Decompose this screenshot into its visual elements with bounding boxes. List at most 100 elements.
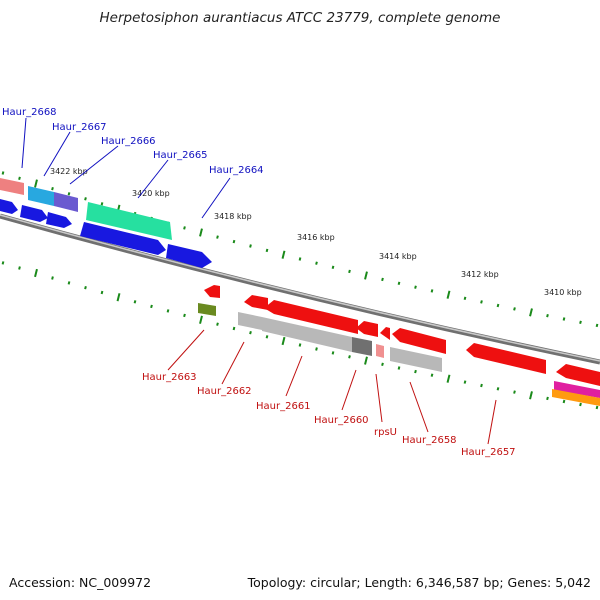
scale-tick-minor: [562, 317, 566, 321]
scale-label: 3418 kbp: [214, 212, 252, 221]
accession-text: Accession: NC_009972: [9, 575, 152, 590]
scale-tick-minor: [166, 309, 170, 313]
scale-tick-minor: [397, 366, 401, 370]
gene-arrow[interactable]: [0, 199, 18, 214]
gene-arrow[interactable]: [54, 192, 78, 212]
scale-tick-minor: [298, 257, 302, 261]
bottom-gene-labels: Haur_2663 Haur_2662 Haur_2661 Haur_2660 …: [142, 372, 516, 458]
gene-label-reverse[interactable]: Haur_2661: [256, 401, 311, 412]
scale-tick-major: [116, 293, 121, 302]
scale-tick-minor: [249, 331, 252, 335]
gene-arrow[interactable]: [28, 186, 54, 206]
scale-tick-minor: [331, 351, 335, 355]
scale-tick-minor: [67, 192, 71, 196]
scale-tick-minor: [183, 313, 186, 318]
scale-tick-minor: [298, 343, 302, 347]
scale-tick-major: [364, 271, 368, 280]
scale-tick-minor: [496, 387, 500, 391]
scale-tick-minor: [463, 380, 467, 384]
gene-arrow[interactable]: [0, 178, 24, 195]
scale-tick-minor: [381, 277, 384, 282]
scale-tick-minor: [51, 187, 54, 191]
scale-tick-minor: [595, 323, 599, 328]
gene-arrow[interactable]: [466, 343, 546, 374]
gene-arrow[interactable]: [244, 295, 268, 310]
gene-label-reverse[interactable]: rpsU: [374, 427, 397, 438]
scale-tick-minor: [579, 320, 582, 324]
scale-label: 3416 kbp: [297, 233, 335, 242]
scale-tick-minor: [18, 266, 21, 270]
scale-tick-minor: [133, 300, 137, 304]
scale-tick-major: [199, 228, 203, 237]
scale-label: 3414 kbp: [379, 252, 417, 261]
gene-arrow[interactable]: [264, 300, 358, 334]
scale-tick-minor: [579, 402, 582, 407]
gene-arrow[interactable]: [552, 389, 600, 406]
scale-tick-major: [34, 268, 38, 278]
scale-tick-minor: [430, 289, 434, 293]
gene-arrow[interactable]: [238, 312, 262, 330]
scale-tick-minor: [183, 226, 186, 230]
scale-tick-minor: [414, 285, 417, 289]
scale-tick-minor: [265, 335, 269, 339]
gene-label-reverse[interactable]: Haur_2662: [197, 386, 252, 397]
scale-tick-minor: [100, 202, 104, 206]
scale-tick-minor: [414, 369, 417, 374]
gene-label-reverse[interactable]: Haur_2663: [142, 372, 197, 383]
gene-arrow[interactable]: [86, 202, 172, 240]
scale-tick-minor: [232, 239, 236, 244]
gene-arrow[interactable]: [80, 222, 166, 255]
gene-arrow[interactable]: [392, 328, 446, 354]
scale-label: 3410 kbp: [544, 288, 582, 297]
scale-tick-major: [364, 356, 368, 365]
scale-labels: 3422 kbp 3420 kbp 3418 kbp 3416 kbp 3414…: [50, 167, 582, 297]
gene-arrow[interactable]: [166, 244, 212, 268]
gene-label-forward[interactable]: Haur_2665: [153, 150, 208, 161]
gene-arrow[interactable]: [20, 205, 48, 222]
scale-tick-minor: [430, 373, 434, 377]
gene-arrow[interactable]: [198, 303, 216, 316]
gene-label-forward[interactable]: Haur_2666: [101, 136, 156, 147]
scale-label: 3422 kbp: [50, 167, 88, 176]
gene-arrow[interactable]: [556, 364, 600, 386]
scale-tick-minor: [546, 396, 549, 401]
scale-tick-minor: [381, 362, 384, 366]
top-label-lines: [21, 117, 231, 219]
scale-tick-major: [446, 374, 451, 383]
gene-arrow[interactable]: [46, 212, 72, 228]
scale-tick-minor: [562, 399, 566, 404]
scale-tick-minor: [1, 261, 5, 265]
gene-arrow[interactable]: [390, 347, 442, 372]
scale-tick-major: [281, 336, 286, 346]
scale-tick-minor: [315, 347, 318, 351]
gene-arrow[interactable]: [376, 344, 384, 358]
gene-arrow[interactable]: [554, 381, 600, 398]
scale-tick-minor: [51, 276, 54, 280]
scale-tick-minor: [232, 326, 236, 331]
scale-tick-minor: [513, 307, 516, 311]
scale-tick-minor: [496, 303, 500, 308]
gene-label-reverse[interactable]: Haur_2658: [402, 435, 457, 446]
genome-backbone: [0, 213, 600, 365]
scale-tick-minor: [67, 281, 71, 285]
gene-arrow[interactable]: [380, 327, 390, 340]
scale-tick-minor: [150, 304, 153, 309]
gene-label-reverse[interactable]: Haur_2657: [461, 447, 516, 458]
gene-label-forward[interactable]: Haur_2667: [52, 122, 107, 133]
scale-tick-minor: [84, 197, 87, 201]
gene-label-reverse[interactable]: Haur_2660: [314, 415, 369, 426]
gene-label-forward[interactable]: Haur_2668: [2, 107, 57, 118]
scale-tick-minor: [216, 322, 219, 326]
scale-tick-major: [446, 290, 451, 299]
scale-tick-minor: [463, 296, 467, 300]
gene-arrow[interactable]: [262, 317, 352, 352]
gene-arrow[interactable]: [352, 337, 372, 356]
gene-arrow[interactable]: [356, 321, 378, 337]
gene-arrow[interactable]: [204, 285, 220, 298]
scale-tick-major: [281, 250, 286, 259]
scale-tick-minor: [595, 405, 599, 410]
scale-tick-minor: [397, 281, 401, 285]
scale-label: 3420 kbp: [132, 189, 170, 198]
gene-label-forward[interactable]: Haur_2664: [209, 165, 264, 176]
